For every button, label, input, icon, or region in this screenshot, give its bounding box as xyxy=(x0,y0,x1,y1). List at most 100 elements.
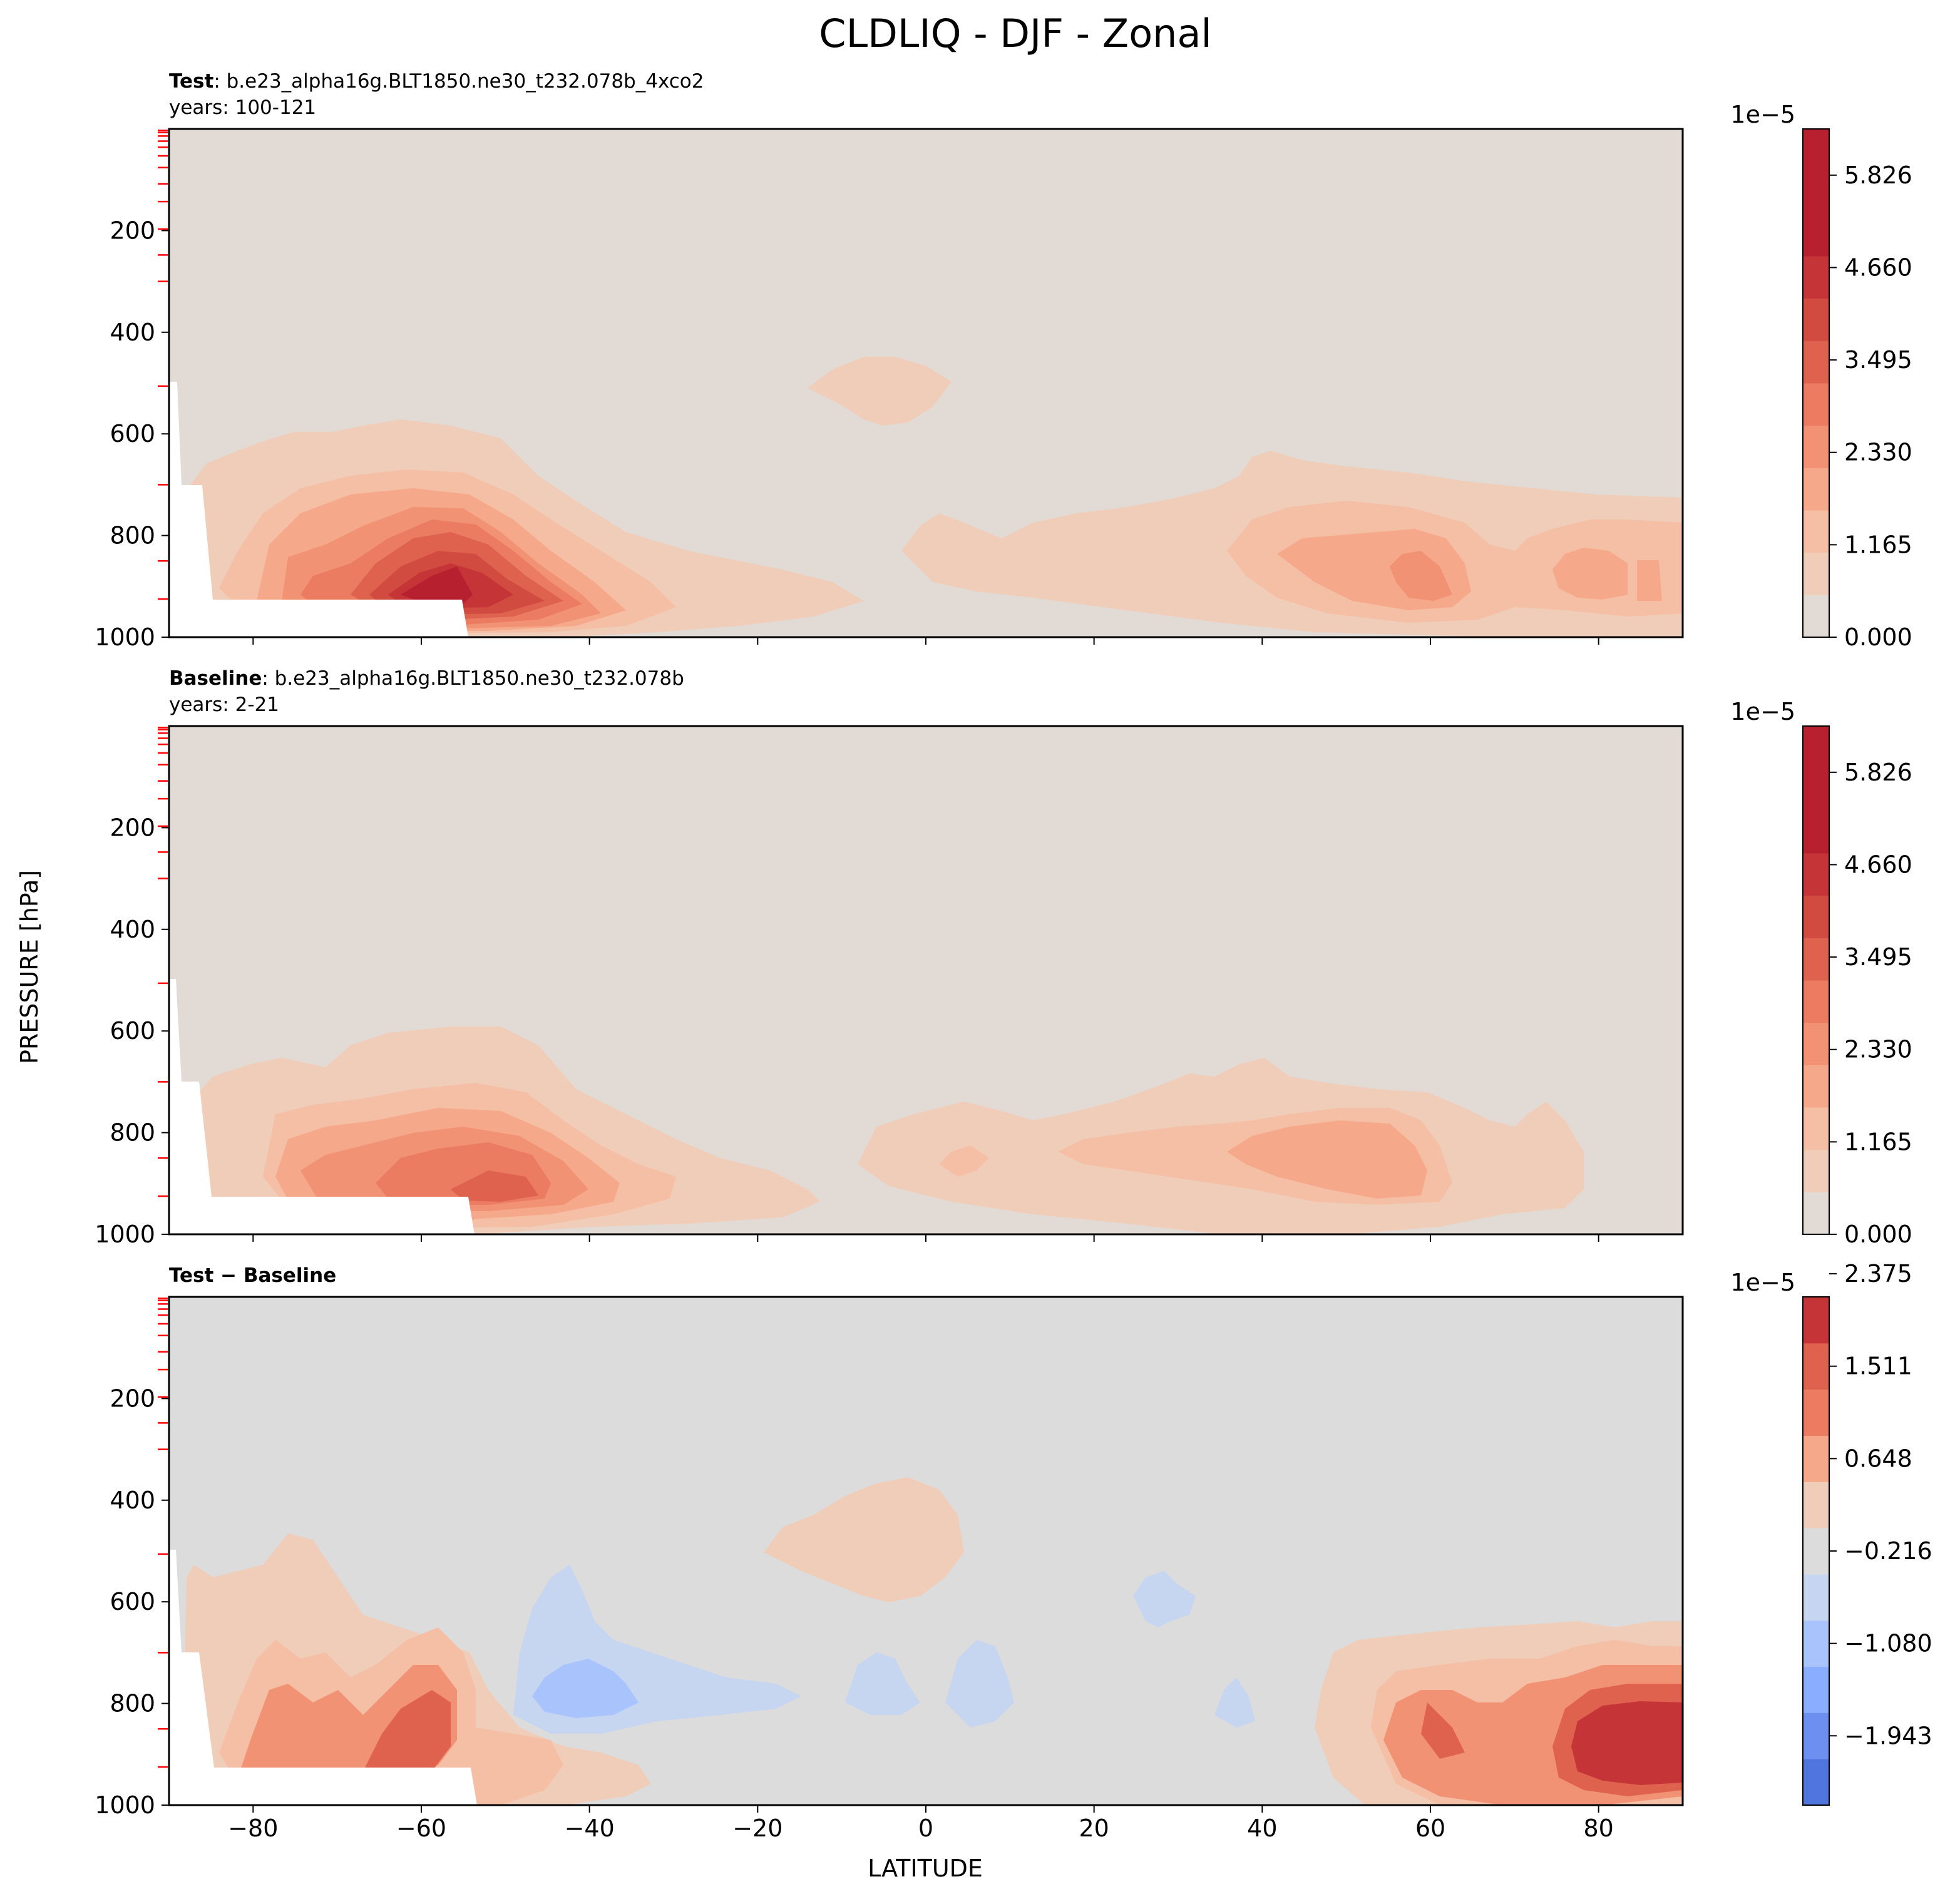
x-tick-label: −40 xyxy=(565,1815,615,1842)
panel-baseline-y-axis: 200 400 600 800 1000 xyxy=(95,814,169,1248)
panel-baseline-title-case: : b.e23_alpha16g.BLT1850.ne30_t232.078b xyxy=(262,667,684,690)
y-tick-label: 800 xyxy=(110,1119,155,1147)
panel-test-colorbar: 1e−5 0.000 1.165 2.330 3.495 4.660 5.826 xyxy=(1730,101,1912,651)
colorbar-band xyxy=(1803,1435,1829,1482)
colorbar-exponent: 1e−5 xyxy=(1730,101,1795,128)
contour-positive-1 xyxy=(764,1477,964,1602)
panel-baseline-x-axis xyxy=(252,1234,1599,1242)
colorbar-tick-label: 2.375 xyxy=(1844,1260,1912,1287)
contour-level-3 xyxy=(1637,560,1662,601)
x-tick-label: −80 xyxy=(228,1815,278,1842)
y-tick-label: 800 xyxy=(110,522,155,550)
colorbar-exponent: 1e−5 xyxy=(1730,698,1795,725)
colorbar-band xyxy=(1803,1149,1829,1192)
contour-level-4 xyxy=(1390,551,1452,601)
colorbar-tick-label: 2.330 xyxy=(1844,1036,1912,1063)
panel-test-title-bold: Test xyxy=(169,70,214,93)
colorbar-band xyxy=(1803,726,1829,769)
contour-negative-1 xyxy=(945,1640,1014,1728)
colorbar-band xyxy=(1803,1297,1829,1344)
contour-negative-1 xyxy=(845,1652,920,1715)
y-tick-label: 1000 xyxy=(95,1221,155,1248)
colorbar-band xyxy=(1803,1389,1829,1436)
panel-diff-model-levels xyxy=(158,1298,168,1768)
x-tick-label: 80 xyxy=(1583,1815,1613,1842)
colorbar-tick-label: 2.330 xyxy=(1844,439,1912,466)
panel-diff-title: Test − Baseline xyxy=(169,1264,336,1287)
figure-title: CLDLIQ - DJF - Zonal xyxy=(819,11,1211,56)
y-tick-label: 400 xyxy=(110,1487,155,1514)
colorbar-band xyxy=(1803,980,1829,1023)
panel-test-title: Test: b.e23_alpha16g.BLT1850.ne30_t232.0… xyxy=(169,70,704,93)
panel-diff: Test − Baseline xyxy=(95,1260,1932,1842)
panel-test-years: years: 100-121 xyxy=(169,96,316,119)
colorbar-band xyxy=(1803,1574,1829,1621)
x-tick-label: −20 xyxy=(732,1815,782,1842)
colorbar-band xyxy=(1803,468,1829,511)
y-tick-label: 800 xyxy=(110,1690,155,1717)
y-tick-label: 600 xyxy=(110,420,155,448)
colorbar-tick-label: 1.511 xyxy=(1844,1353,1912,1380)
colorbar-band xyxy=(1803,595,1829,638)
colorbar-band xyxy=(1803,510,1829,553)
colorbar-band xyxy=(1803,1192,1829,1235)
panel-baseline: Baseline: b.e23_alpha16g.BLT1850.ne30_t2… xyxy=(95,667,1912,1248)
colorbar-band xyxy=(1803,171,1829,214)
colorbar-band xyxy=(1803,383,1829,426)
y-tick-label: 400 xyxy=(110,319,155,346)
colorbar-frame xyxy=(1802,128,1830,638)
y-tick-label: 200 xyxy=(110,1385,155,1412)
panel-test-model-levels xyxy=(158,130,168,600)
colorbar-tick-label: 4.660 xyxy=(1844,253,1912,281)
contour-negative-1 xyxy=(1133,1571,1196,1627)
contour-negative-1 xyxy=(1214,1677,1255,1728)
panel-baseline-title-bold: Baseline xyxy=(169,667,262,690)
contour-negative-2 xyxy=(532,1659,639,1718)
contour-level-6 xyxy=(451,1170,538,1202)
colorbar-band xyxy=(1803,768,1829,811)
colorbar-band xyxy=(1803,853,1829,896)
colorbar-tick-label: 5.826 xyxy=(1844,161,1912,189)
contour-positive-4 xyxy=(1421,1702,1465,1759)
colorbar-band xyxy=(1803,129,1829,172)
panel-test-title-case: : b.e23_alpha16g.BLT1850.ne30_t232.078b_… xyxy=(213,70,704,93)
colorbar-band xyxy=(1803,1022,1829,1065)
colorbar-tick-label: 0.648 xyxy=(1844,1445,1912,1472)
contour-level-2 xyxy=(939,1145,989,1177)
colorbar-band xyxy=(1803,895,1829,938)
colorbar-band xyxy=(1803,1482,1829,1528)
colorbar-band xyxy=(1803,1528,1829,1575)
colorbar-band xyxy=(1803,298,1829,341)
y-tick-label: 200 xyxy=(110,814,155,841)
colorbar-tick-label: 1.165 xyxy=(1844,531,1912,558)
colorbar-tick-label: −0.216 xyxy=(1844,1537,1932,1565)
x-tick-label: −60 xyxy=(396,1815,446,1842)
y-tick-label: 200 xyxy=(110,217,155,244)
colorbar-tick-label: 5.826 xyxy=(1844,759,1912,786)
x-tick-label: 60 xyxy=(1415,1815,1445,1842)
x-axis-label: LATITUDE xyxy=(868,1855,983,1882)
colorbar-tick-label: 4.660 xyxy=(1844,851,1912,878)
colorbar-band xyxy=(1803,938,1829,981)
colorbar-band xyxy=(1803,552,1829,595)
colorbar-tick-label: 3.495 xyxy=(1844,943,1912,971)
panel-baseline-years: years: 2-21 xyxy=(169,694,279,716)
x-tick-label: 0 xyxy=(918,1815,933,1842)
contour-upper-tropics xyxy=(808,357,952,426)
colorbar-tick-label: 1.165 xyxy=(1844,1128,1912,1155)
panel-test: Test: b.e23_alpha16g.BLT1850.ne30_t232.0… xyxy=(95,70,1912,651)
colorbar-frame xyxy=(1802,725,1830,1235)
x-tick-label: 20 xyxy=(1079,1815,1109,1842)
colorbar-band xyxy=(1803,213,1829,257)
y-tick-label: 600 xyxy=(110,1017,155,1045)
colorbar-band xyxy=(1803,811,1829,854)
panel-baseline-colorbar: 1e−5 0.000 1.165 2.330 3.495 4.660 5.826 xyxy=(1730,698,1912,1248)
colorbar-tick-label: 0.000 xyxy=(1844,1221,1912,1248)
panel-diff-contours xyxy=(169,1297,1683,1805)
panel-baseline-model-levels xyxy=(158,727,168,1197)
colorbar-band xyxy=(1803,1620,1829,1667)
y-axis-label: PRESSURE [hPa] xyxy=(16,870,43,1064)
contour-level-3 xyxy=(1227,1120,1427,1199)
panel-test-y-axis: 200 400 600 800 1000 xyxy=(95,217,169,651)
